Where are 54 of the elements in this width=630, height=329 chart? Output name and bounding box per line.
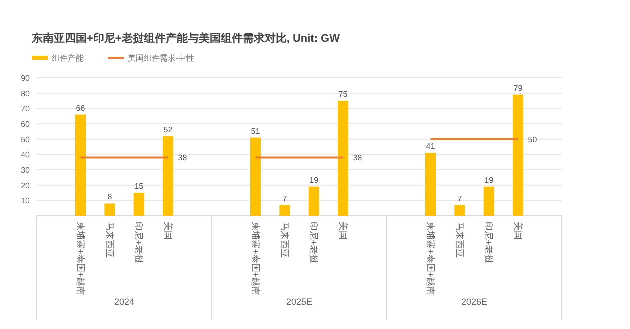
bar (454, 205, 466, 216)
y-tick-label: 20 (21, 181, 31, 190)
x-tick-label: 柬埔寨+泰国+越南 (426, 222, 436, 296)
x-tick-label: 美国 (163, 222, 174, 240)
x-axis-title: 2024 (114, 297, 135, 307)
y-tick-label: 80 (21, 89, 31, 98)
data-label: 75 (338, 90, 348, 99)
bar (513, 94, 524, 216)
x-axis-title: 2026E (461, 297, 488, 307)
x-tick-label: 印尼+老挝 (309, 222, 320, 264)
data-label: 79 (514, 84, 524, 93)
legend-label: 组件产能 (52, 54, 84, 63)
y-tick-label: 90 (21, 74, 31, 83)
bar (163, 136, 174, 216)
x-tick-label: 马来西亚 (454, 222, 465, 258)
chart-title: 东南亚四国+印尼+老挝组件产能与美国组件需求对比, Unit: GW (31, 32, 341, 45)
y-tick-label: 40 (21, 150, 31, 160)
bar (308, 186, 320, 216)
y-tick-label: 30 (21, 166, 31, 175)
data-label: 50 (528, 135, 538, 144)
bar (250, 138, 261, 216)
bar (338, 101, 348, 216)
y-tick-label: 70 (21, 104, 31, 114)
data-label: 19 (310, 176, 320, 185)
data-label: 38 (353, 154, 363, 163)
x-tick-label: 马来西亚 (104, 222, 115, 258)
data-label: 51 (251, 126, 261, 136)
x-tick-label: 柬埔寨+泰国+越南 (76, 222, 86, 296)
bar (76, 114, 86, 216)
data-label: 52 (164, 125, 174, 134)
data-label: 15 (134, 182, 144, 191)
y-tick-label: 50 (21, 135, 31, 144)
data-label: 7 (282, 194, 288, 204)
x-tick-label: 马来西亚 (280, 222, 290, 258)
x-tick-label: 印尼+老挝 (134, 222, 144, 264)
legend-label: 美国组件需求-中性 (128, 54, 195, 63)
x-tick-label: 美国 (513, 222, 524, 240)
data-label: 7 (458, 194, 463, 204)
bar (426, 153, 436, 216)
bar (484, 186, 494, 216)
bar (134, 193, 144, 216)
data-label: 8 (108, 192, 113, 202)
y-tick-label: 10 (21, 196, 31, 206)
data-label: 66 (76, 104, 86, 113)
x-tick-label: 柬埔寨+泰国+越南 (250, 222, 261, 296)
x-tick-label: 美国 (338, 222, 348, 240)
data-label: 41 (426, 142, 436, 152)
data-label: 38 (178, 154, 188, 163)
x-tick-label: 印尼+老挝 (484, 222, 494, 264)
data-label: 19 (484, 176, 494, 185)
x-axis-title: 2025E (286, 297, 313, 307)
bar (104, 204, 116, 216)
bar (280, 205, 290, 216)
y-tick-label: 60 (21, 120, 31, 129)
